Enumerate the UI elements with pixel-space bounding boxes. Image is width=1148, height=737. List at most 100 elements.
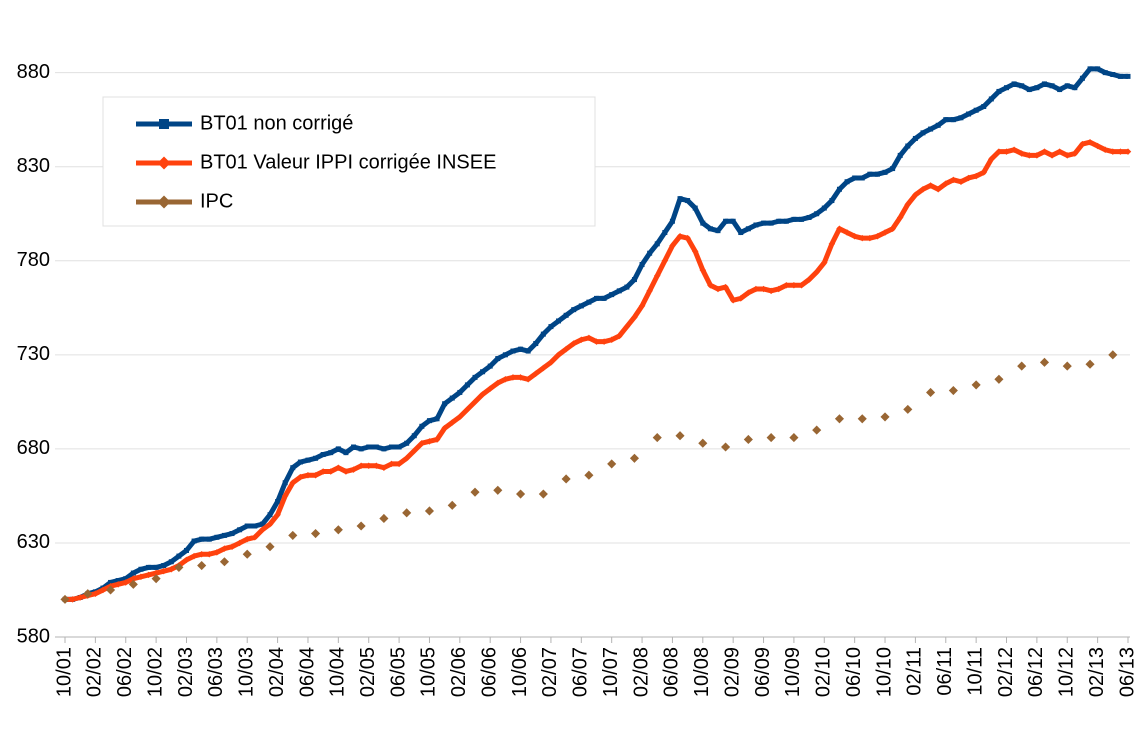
marker <box>146 564 152 570</box>
marker <box>631 277 637 283</box>
marker <box>882 169 888 175</box>
marker <box>767 287 775 295</box>
marker <box>388 460 395 468</box>
marker <box>60 594 70 604</box>
marker <box>1018 150 1025 157</box>
marker <box>608 336 615 344</box>
marker <box>814 211 820 217</box>
marker <box>350 466 357 473</box>
marker <box>351 444 357 450</box>
marker <box>738 230 744 236</box>
marker <box>745 226 751 232</box>
marker <box>524 376 532 383</box>
marker <box>890 166 896 172</box>
marker <box>981 103 987 109</box>
marker <box>752 285 760 293</box>
marker <box>426 438 433 445</box>
marker <box>297 473 304 481</box>
y-tick-label: 580 <box>17 625 50 647</box>
marker <box>221 532 227 538</box>
marker <box>1026 152 1033 159</box>
marker <box>994 374 1004 384</box>
marker <box>161 563 167 569</box>
marker <box>237 527 243 533</box>
marker <box>1004 85 1010 91</box>
marker <box>715 228 721 234</box>
marker <box>510 348 516 354</box>
marker <box>652 433 662 443</box>
x-tick-label: 10/10 <box>873 647 895 697</box>
marker <box>356 521 366 531</box>
marker <box>411 447 418 455</box>
marker <box>312 471 319 479</box>
marker <box>525 348 531 354</box>
marker <box>1117 148 1124 155</box>
marker <box>206 536 212 542</box>
y-tick-label: 630 <box>17 531 50 553</box>
marker <box>487 363 493 369</box>
marker <box>699 266 707 274</box>
marker <box>935 122 941 128</box>
marker <box>859 175 865 181</box>
marker <box>274 511 281 518</box>
marker <box>1064 152 1071 159</box>
marker <box>174 562 184 572</box>
marker <box>76 594 84 601</box>
marker <box>151 574 161 584</box>
marker <box>282 480 288 486</box>
marker <box>556 318 562 324</box>
marker <box>532 370 540 377</box>
x-tick-label: 06/03 <box>205 647 227 697</box>
marker <box>1026 87 1032 93</box>
marker <box>584 470 594 480</box>
marker <box>92 590 99 597</box>
marker <box>99 586 107 594</box>
marker <box>942 180 950 187</box>
marker <box>221 545 228 552</box>
marker <box>791 216 797 222</box>
y-tick-label: 880 <box>17 61 50 83</box>
marker <box>206 550 213 558</box>
marker <box>789 433 799 443</box>
marker <box>242 549 252 559</box>
marker <box>259 521 265 527</box>
marker <box>776 218 782 224</box>
marker <box>152 569 160 577</box>
marker <box>600 338 608 345</box>
marker <box>874 233 881 240</box>
marker <box>115 578 121 584</box>
marker <box>783 281 790 289</box>
marker <box>434 416 440 422</box>
marker <box>379 513 389 524</box>
marker <box>219 557 229 567</box>
marker <box>516 489 526 499</box>
marker <box>684 234 691 242</box>
marker <box>518 346 524 352</box>
marker <box>290 465 296 471</box>
marker <box>698 438 708 448</box>
marker <box>836 186 842 192</box>
marker <box>586 299 592 305</box>
marker <box>457 389 463 395</box>
marker <box>957 178 965 185</box>
marker <box>638 302 646 310</box>
marker <box>486 385 494 392</box>
x-tick-label: 10/06 <box>509 647 531 697</box>
marker <box>157 195 171 209</box>
marker <box>745 289 752 296</box>
marker <box>1010 146 1018 154</box>
marker <box>494 379 502 387</box>
marker <box>874 171 880 177</box>
marker <box>766 433 776 443</box>
marker <box>629 453 640 463</box>
marker <box>948 386 958 396</box>
marker <box>447 500 457 510</box>
marker <box>128 579 138 589</box>
marker <box>333 525 343 535</box>
marker <box>502 376 509 383</box>
marker <box>654 241 660 247</box>
marker <box>388 444 394 450</box>
marker <box>783 218 789 224</box>
x-tick-label: 10/02 <box>144 647 166 697</box>
